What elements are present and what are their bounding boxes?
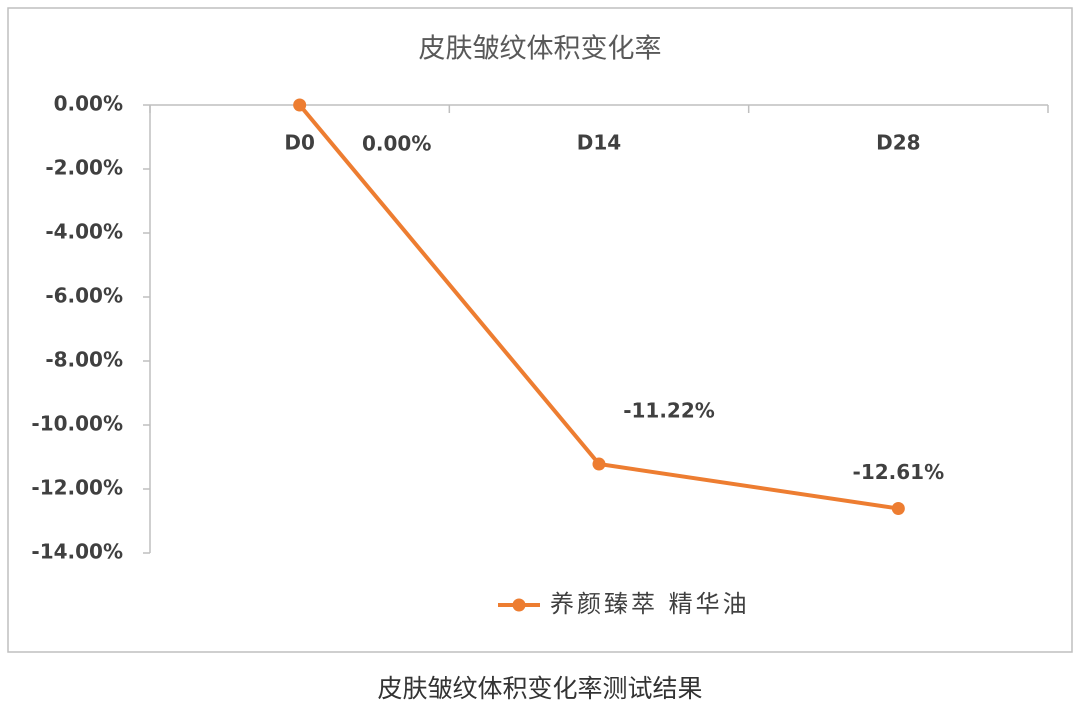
x-tick-label: D0: [284, 131, 315, 155]
y-tick-label: -2.00%: [45, 156, 123, 180]
marker: [592, 457, 606, 471]
y-tick-label: -8.00%: [45, 348, 123, 372]
y-tick-label: 0.00%: [54, 92, 123, 116]
y-tick-label: -6.00%: [45, 284, 123, 308]
y-tick-label: -4.00%: [45, 220, 123, 244]
y-tick-label: -12.00%: [31, 476, 123, 500]
marker: [891, 502, 905, 516]
x-tick-label: D14: [577, 131, 621, 155]
data-label: -12.61%: [853, 460, 945, 484]
legend-marker: [512, 598, 526, 612]
x-tick-label: D28: [876, 131, 920, 155]
y-tick-label: -10.00%: [31, 412, 123, 436]
chart-title: 皮肤皱纹体积变化率: [419, 34, 662, 65]
data-label: -11.22%: [623, 399, 715, 423]
y-tick-label: -14.00%: [31, 540, 123, 564]
legend-label: 养颜臻萃 精华油: [550, 590, 750, 618]
chart-border: [7, 7, 1073, 653]
caption: 皮肤皱纹体积变化率测试结果: [377, 674, 702, 703]
data-label: 0.00%: [362, 132, 431, 156]
marker: [293, 98, 307, 112]
